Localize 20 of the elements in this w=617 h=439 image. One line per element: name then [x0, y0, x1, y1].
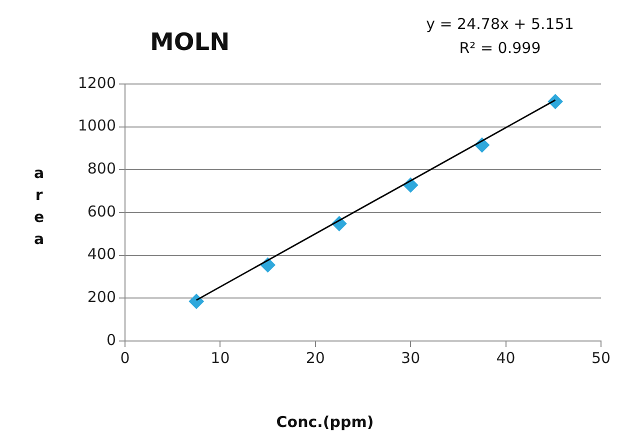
- y-tick-label: 1200: [78, 74, 116, 92]
- y-tick-label: 200: [87, 288, 116, 306]
- chart-title: MOLN: [150, 28, 230, 56]
- y-tick-label: 1000: [78, 116, 116, 135]
- y-tick-label: 400: [87, 245, 116, 264]
- text: y = 24.78x + 5.151: [426, 14, 574, 35]
- y-tick-label: 600: [87, 202, 116, 220]
- y-axis-title: area: [34, 163, 44, 250]
- x-axis-title: Conc.(ppm): [276, 413, 374, 431]
- text: R² = 0.999: [458, 38, 542, 59]
- x-tick-label: 10: [210, 348, 230, 367]
- point: [188, 294, 204, 309]
- y-tick-label: 800: [87, 160, 116, 178]
- x-tick-label: 40: [496, 348, 516, 367]
- x-tick-label: 0: [120, 348, 130, 367]
- point: [548, 94, 563, 110]
- y-tick-label: 0: [106, 330, 116, 349]
- x-tick-label: 20: [306, 348, 325, 367]
- x-tick-label: 50: [591, 348, 611, 367]
- x-tick-label: 30: [401, 348, 420, 367]
